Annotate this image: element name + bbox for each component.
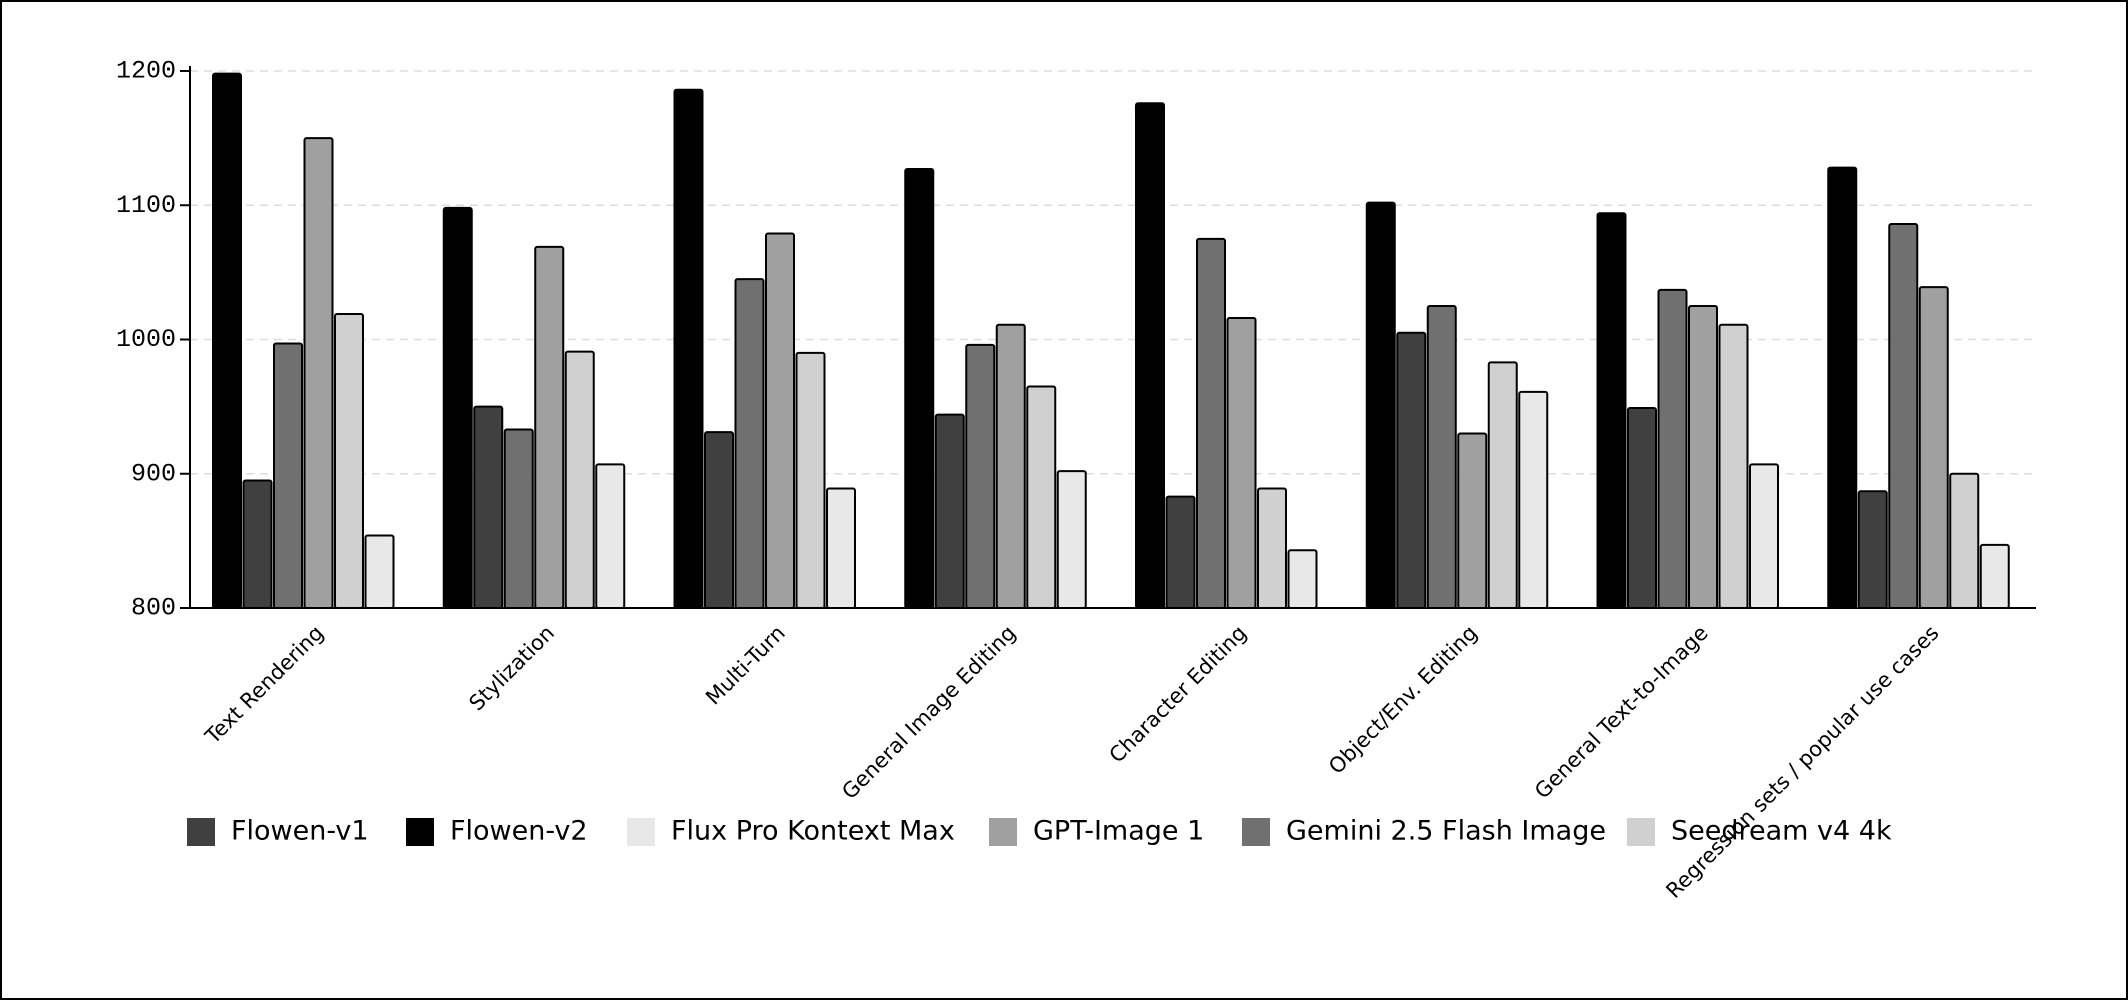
legend-swatch — [989, 818, 1017, 846]
bar — [242, 479, 273, 609]
bar — [1365, 201, 1396, 609]
y-tick-label: 1200 — [116, 57, 176, 86]
bar — [595, 463, 626, 610]
bar — [1718, 323, 1749, 609]
bar — [534, 245, 565, 609]
bar — [1287, 549, 1318, 610]
bar — [1688, 304, 1718, 609]
y-tick-label: 1000 — [116, 325, 176, 354]
bar — [1165, 495, 1196, 610]
legend-swatch — [1627, 818, 1655, 846]
y-tick-label: 900 — [131, 459, 176, 488]
bar — [965, 343, 996, 609]
bar — [1627, 406, 1657, 609]
bar — [934, 413, 965, 609]
y-tick-label: 1100 — [116, 191, 176, 220]
bar — [673, 88, 704, 610]
bar — [503, 428, 534, 610]
bar — [364, 534, 395, 610]
bar — [1979, 543, 2010, 610]
legend-label: GPT-Image 1 — [1033, 816, 1204, 847]
legend-swatch — [1242, 818, 1270, 846]
legend-label: Flux Pro Kontext Max — [671, 816, 955, 847]
bar — [734, 278, 765, 609]
y-tick-label: 800 — [131, 594, 176, 623]
bar — [212, 72, 242, 609]
legend-label: Flowen-v1 — [231, 816, 369, 847]
bar — [1426, 304, 1457, 609]
legend-label: Seedream v4 4k — [1671, 816, 1892, 847]
bar — [704, 431, 734, 609]
bar — [1026, 385, 1057, 609]
legend-label: Gemini 2.5 Flash Image — [1286, 816, 1606, 847]
bar — [765, 232, 795, 609]
legend-label: Flowen-v2 — [450, 816, 588, 847]
bar — [473, 405, 504, 609]
bar — [564, 350, 595, 609]
bar — [995, 323, 1026, 609]
bar — [1457, 432, 1488, 609]
bar — [1596, 212, 1627, 609]
bar — [1487, 361, 1518, 610]
bar — [1196, 237, 1226, 609]
bar — [1257, 487, 1287, 609]
bar — [1056, 470, 1087, 609]
bar — [1226, 317, 1257, 609]
bar — [1827, 166, 1858, 609]
bar — [1135, 102, 1165, 609]
bar — [904, 168, 935, 609]
legend-swatch — [187, 818, 215, 846]
bar — [334, 312, 364, 609]
bar — [1949, 472, 1980, 609]
bar — [1518, 390, 1549, 610]
bar — [1396, 331, 1427, 609]
legend-swatch — [406, 818, 434, 846]
bar — [1918, 286, 1949, 609]
bar — [303, 137, 334, 609]
bar — [273, 342, 303, 609]
bar — [1749, 463, 1779, 610]
bar — [1888, 223, 1919, 609]
bar — [442, 206, 473, 609]
bar — [826, 487, 856, 609]
bar — [1657, 288, 1688, 609]
bar — [1857, 490, 1888, 610]
bar — [795, 351, 826, 609]
legend-swatch — [627, 818, 655, 846]
